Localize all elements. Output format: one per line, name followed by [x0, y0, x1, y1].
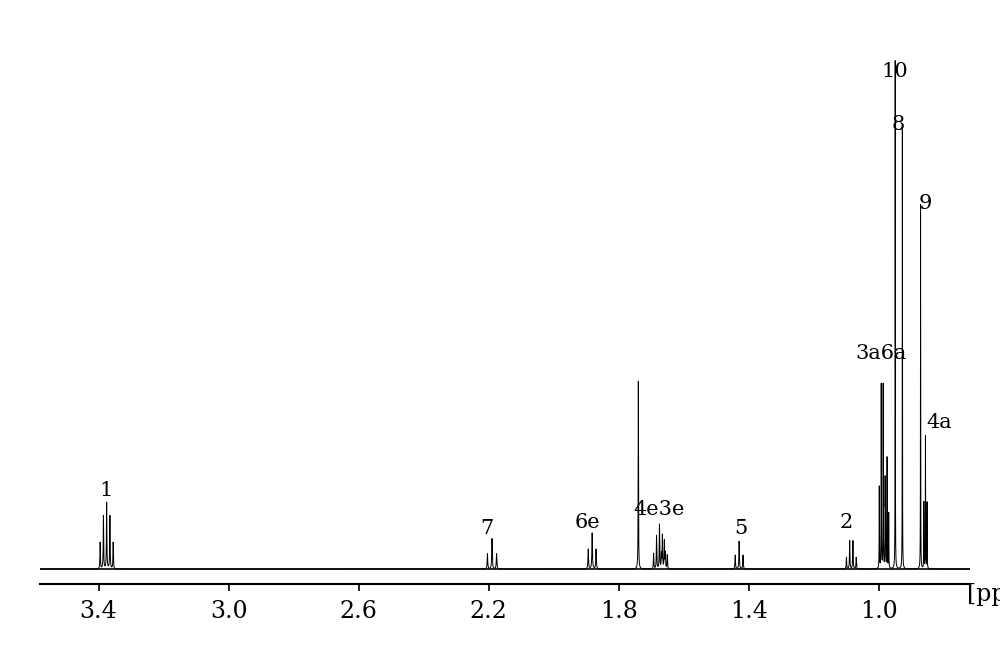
Text: 4a: 4a: [926, 413, 952, 432]
Text: 2: 2: [840, 513, 853, 533]
Text: 6e: 6e: [575, 513, 601, 533]
Text: 9: 9: [919, 194, 932, 213]
Text: [ppm]: [ppm]: [967, 583, 1000, 606]
Text: 10: 10: [882, 62, 909, 81]
Text: 5: 5: [734, 519, 747, 538]
Text: 1: 1: [99, 481, 113, 501]
Text: 7: 7: [480, 519, 494, 538]
Text: 8: 8: [892, 116, 905, 134]
Text: 3a6a: 3a6a: [856, 344, 907, 363]
Text: 4e3e: 4e3e: [634, 500, 685, 519]
